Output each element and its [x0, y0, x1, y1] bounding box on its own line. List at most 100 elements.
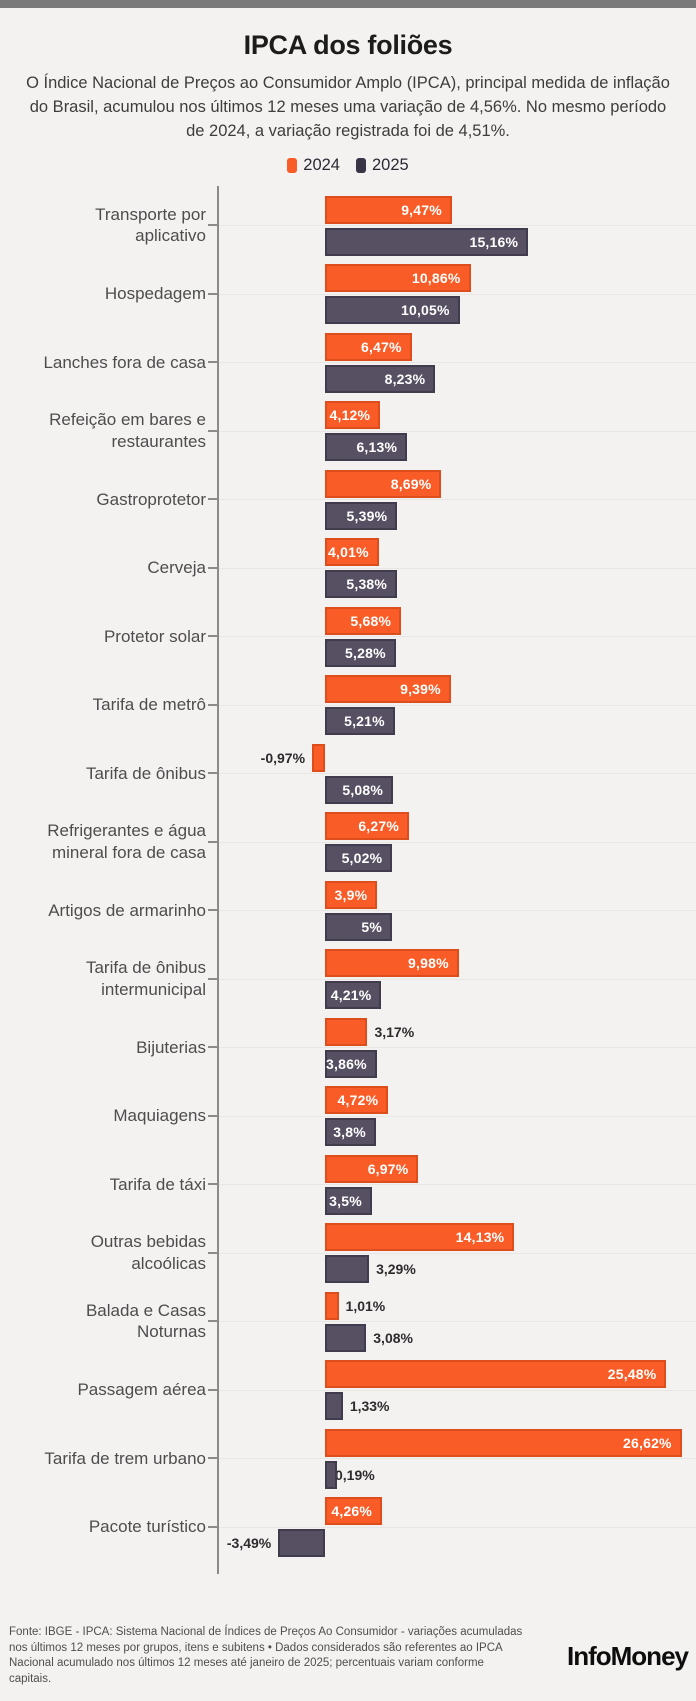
- category-label: Tarifa de metrô: [92, 695, 206, 714]
- value-label-2025: 3,08%: [373, 1329, 413, 1346]
- axis-tick: [208, 429, 217, 432]
- value-label-2024: 9,39%: [400, 681, 441, 697]
- page-title: IPCA dos foliões: [243, 30, 453, 60]
- chart-row: Maquiagens 4,72% 3,8%: [0, 1082, 696, 1151]
- axis-tick: [208, 1320, 217, 1322]
- infomoney-logo: InfoMoney: [567, 1640, 689, 1671]
- value-label-2024: 1,01%: [345, 1297, 386, 1314]
- axis-tick: [208, 566, 217, 569]
- y-axis-line: [217, 186, 219, 1574]
- bar-chart: Transporte por aplicativo 9,47% 15,16% Hospe…: [0, 186, 696, 1574]
- row-gridline: [219, 910, 696, 911]
- row-gridline: [219, 293, 696, 295]
- bar-2025: 15,16%: [325, 227, 529, 256]
- chart-rows: Transporte por aplicativo 9,47% 15,16% Hospe…: [0, 191, 696, 1561]
- value-label-2025: 5,21%: [344, 713, 385, 729]
- value-label-2025: 4,21%: [330, 987, 372, 1003]
- bar-2025: 6,13%: [325, 433, 408, 461]
- bar-2025: 5,38%: [325, 570, 398, 598]
- value-label-2025: 15,16%: [469, 233, 519, 250]
- bar-2024: 25,48%: [325, 1360, 667, 1388]
- value-label-2025: 3,5%: [329, 1192, 362, 1209]
- category-label: Bijuterias: [136, 1037, 206, 1057]
- chart-row: Outras bebidas alcoólicas 14,13% 3,29%: [0, 1219, 696, 1288]
- category-label: Gastroprotetor: [96, 489, 206, 509]
- chart-row: Protetor solar 5,68% 5,28%: [0, 602, 696, 671]
- value-label-2024: 9,47%: [401, 201, 442, 218]
- row-gridline: [219, 499, 696, 500]
- category-label: Hospedagem: [104, 284, 206, 303]
- bar-2025: 5,28%: [325, 638, 396, 667]
- bar-2024: 6,27%: [325, 812, 410, 840]
- row-gridline: [219, 567, 696, 569]
- value-label-2025: 6,13%: [356, 439, 398, 455]
- row-gridline: [219, 1526, 696, 1528]
- value-label-2025: 3,29%: [376, 1261, 416, 1277]
- value-label-2024: 8,69%: [390, 475, 432, 492]
- value-label-2025: 8,23%: [384, 370, 426, 387]
- value-label-2024: 3,9%: [334, 886, 368, 903]
- chart-row: Tarifa de trem urbano 26,62% 0,19%: [0, 1424, 696, 1493]
- source-note: Fonte: IBGE - IPCA: Sistema Nacional de …: [9, 1626, 523, 1685]
- bar-2025: [325, 1255, 370, 1283]
- bar-2025: [278, 1529, 325, 1557]
- axis-tick: [208, 772, 217, 774]
- value-label-2025: 5,02%: [341, 850, 383, 866]
- chart-row: Tarifa de ônibus intermunicipal 9,98% 4,21%: [0, 945, 696, 1014]
- axis-tick: [208, 1046, 217, 1048]
- legend: 2024 2025: [0, 156, 696, 175]
- row-gridline: [219, 362, 696, 363]
- bar-2024: 9,39%: [325, 675, 451, 703]
- row-gridline: [219, 225, 696, 226]
- axis-tick: [208, 1525, 217, 1528]
- bar-2025: 8,23%: [325, 364, 436, 393]
- chart-row: Lanches fora de casa 6,47% 8,23%: [0, 328, 696, 397]
- category-label: Transporte por aplicativo: [95, 204, 206, 246]
- row-gridline: [219, 1115, 696, 1117]
- chart-row: Cerveja 4,01% 5,38%: [0, 534, 696, 603]
- legend-label-2024: 2024: [303, 156, 340, 174]
- row-gridline: [219, 704, 696, 706]
- legend-label-2025: 2025: [372, 156, 409, 174]
- row-gridline: [219, 636, 696, 637]
- bar-2024: [325, 1291, 339, 1320]
- row-gridline: [219, 841, 696, 843]
- value-label-2024: 4,26%: [331, 1503, 373, 1519]
- bar-2025: 5,39%: [325, 501, 398, 530]
- value-label-2024: 4,12%: [329, 407, 371, 423]
- chart-subtitle: O Índice Nacional de Preços ao Consumido…: [26, 74, 670, 140]
- category-label: Passagem aérea: [77, 1380, 206, 1399]
- bar-2024: 14,13%: [325, 1223, 515, 1251]
- bar-2024: 9,98%: [325, 949, 459, 977]
- chart-row: Passagem aérea 25,48% 1,33%: [0, 1356, 696, 1425]
- axis-tick: [208, 292, 217, 295]
- axis-tick: [208, 635, 217, 637]
- value-label-2025: 3,86%: [326, 1055, 367, 1072]
- bar-2024: 8,69%: [325, 469, 442, 498]
- value-label-2025: 5%: [361, 918, 382, 935]
- value-label-2025: 5,39%: [346, 507, 388, 524]
- bar-2025: [325, 1323, 367, 1352]
- row-gridline: [219, 1321, 696, 1322]
- axis-tick: [208, 1114, 217, 1117]
- chart-row: Transporte por aplicativo 9,47% 15,16%: [0, 191, 696, 260]
- bar-2024: 4,01%: [325, 538, 379, 566]
- bar-2024: 6,47%: [325, 332, 412, 361]
- footer: Fonte: IBGE - IPCA: Sistema Nacional de …: [9, 1625, 689, 1687]
- category-label: Maquiagens: [113, 1106, 206, 1125]
- bar-2024: 4,72%: [325, 1086, 389, 1114]
- value-label-2025: 5,08%: [342, 781, 384, 798]
- chart-row: Balada e Casas Noturnas 1,01% 3,08%: [0, 1287, 696, 1356]
- value-label-2024: 10,86%: [411, 270, 461, 286]
- row-gridline: [219, 978, 696, 980]
- bar-2025: 5,08%: [325, 775, 394, 804]
- value-label-2025: -3,49%: [226, 1535, 272, 1551]
- row-gridline: [219, 1389, 696, 1391]
- value-label-2024: 4,01%: [328, 544, 369, 560]
- legend-swatch-2024-icon: [287, 158, 298, 173]
- axis-tick: [208, 909, 217, 911]
- value-label-2024: -0,97%: [260, 749, 306, 766]
- value-label-2024: 6,27%: [358, 818, 400, 834]
- bar-2024: 26,62%: [325, 1428, 682, 1457]
- chart-row: Tarifa de metrô 9,39% 5,21%: [0, 671, 696, 740]
